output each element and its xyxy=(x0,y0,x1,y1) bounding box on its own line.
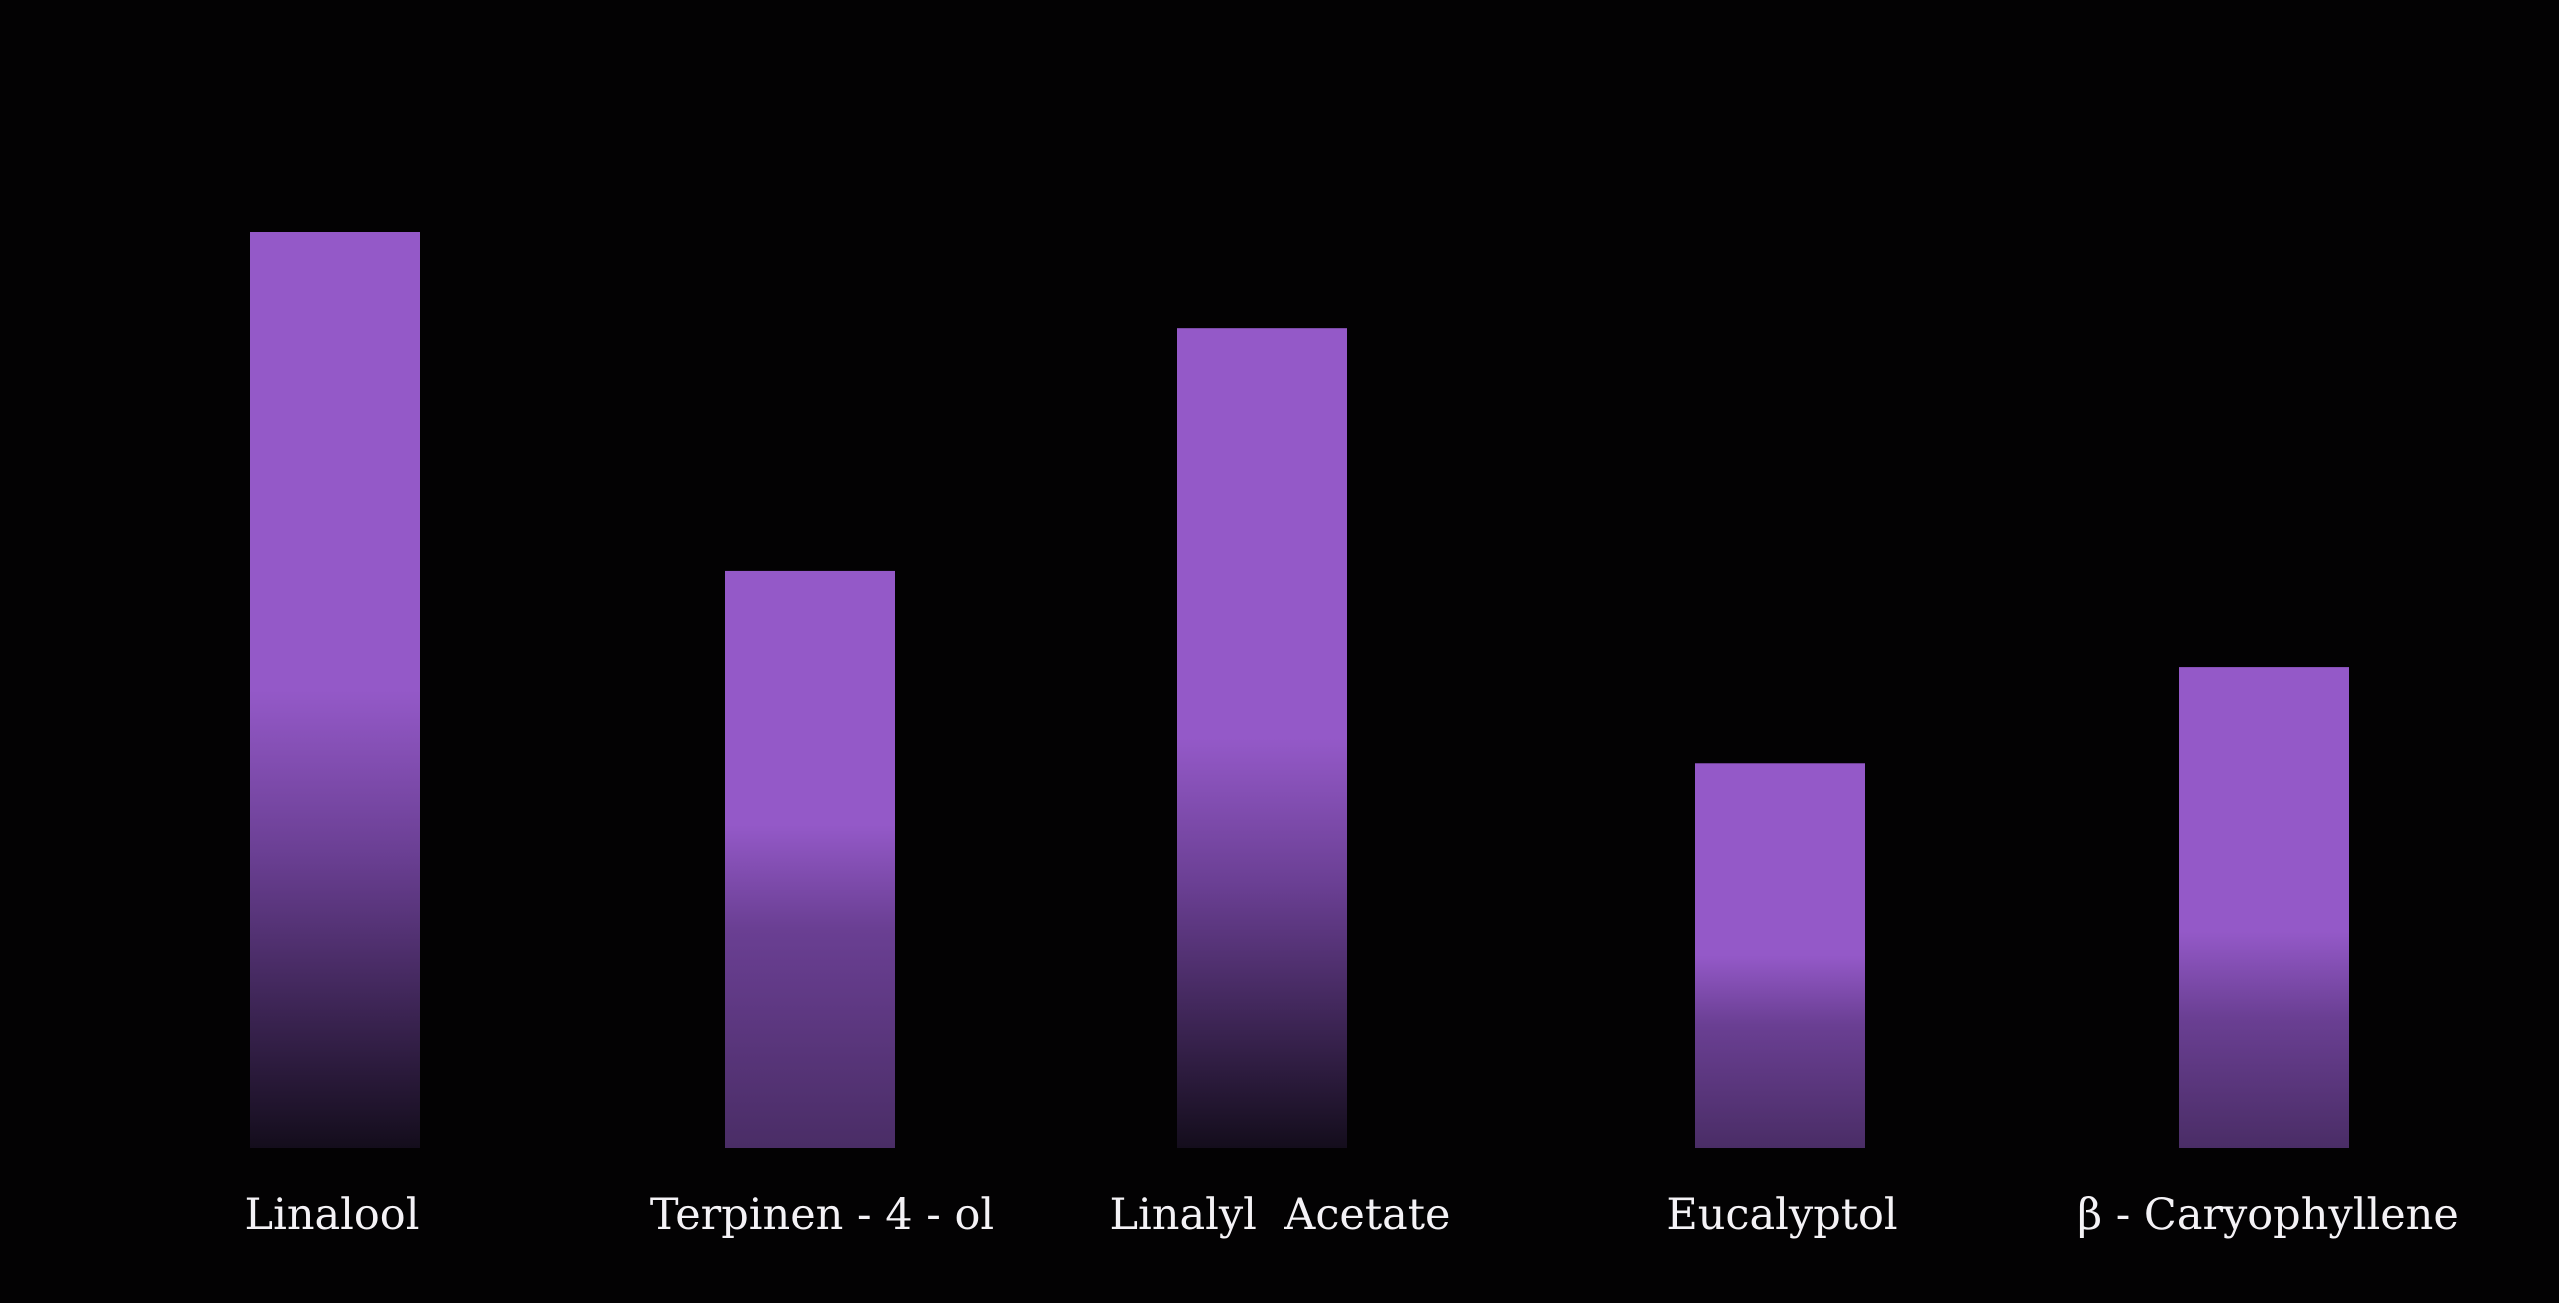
bar-1 xyxy=(725,570,895,1148)
bars-group xyxy=(250,232,2349,1148)
bar-3 xyxy=(1695,763,1865,1148)
bar-4 xyxy=(2179,667,2349,1148)
category-label-0: Linalool xyxy=(245,1190,420,1240)
category-label-3: Eucalyptol xyxy=(1666,1190,1897,1240)
bar-0 xyxy=(250,232,420,1148)
category-label-1: Terpinen - 4 - ol xyxy=(650,1190,994,1240)
category-label-4: β - Caryophyllene xyxy=(2077,1190,2459,1240)
bar-2 xyxy=(1177,328,1347,1148)
category-labels: Linalool Terpinen - 4 - ol Linalyl Acetate… xyxy=(245,1190,2459,1240)
category-label-2: Linalyl Acetate xyxy=(1110,1190,1451,1240)
